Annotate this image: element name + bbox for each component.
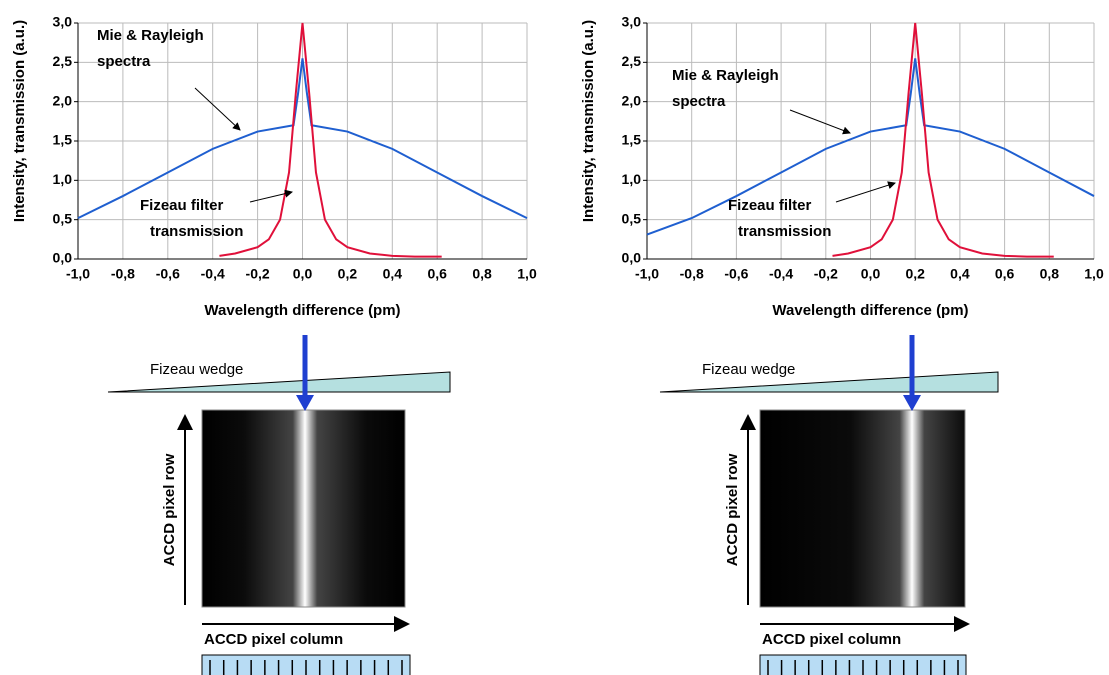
- y-tick-label: 2,0: [53, 92, 73, 108]
- annotation: Fizeau filter: [140, 197, 224, 214]
- annotation: Mie & Rayleigh: [672, 67, 779, 84]
- annotation-arrow: [249, 189, 293, 203]
- x-tick-label: -0,6: [724, 266, 748, 282]
- y-tick-label: 1,0: [53, 171, 73, 187]
- x-tick-label: 0,8: [1040, 266, 1060, 282]
- y-tick-label: 2,0: [622, 92, 642, 108]
- column-label: ACCD pixel column: [762, 631, 901, 648]
- y-tick-label: 3,0: [622, 14, 642, 30]
- x-tick-label: 0,6: [427, 266, 447, 282]
- ccd-image: [201, 409, 406, 608]
- annotation: transmission: [150, 223, 243, 240]
- annotation-arrow: [789, 109, 851, 135]
- y-tick-label: 3,0: [53, 14, 73, 30]
- x-tick-label: -0,8: [111, 266, 135, 282]
- diagram: Fizeau wedge ACCD pixel row ACCD pixel col…: [659, 335, 999, 675]
- y-tick-label: 1,0: [622, 171, 642, 187]
- wedge-label: Fizeau wedge: [702, 361, 795, 378]
- series-line: [832, 22, 1054, 258]
- beam-arrowhead: [903, 395, 921, 411]
- column-label: ACCD pixel column: [204, 631, 343, 648]
- fizeau-wedge: [107, 371, 451, 393]
- y-tick-label: 0,0: [53, 250, 73, 266]
- y-axis-label: Intensity, transmission (a.u.): [11, 20, 28, 222]
- chart: -1,0 -0,8 -0,6 -0,4 -0,2 0,0 0,2 0,4 0,6 0,8 1,0 0,…: [580, 14, 1104, 319]
- x-tick-label: -0,2: [246, 266, 270, 282]
- y-tick-label: 0,0: [622, 250, 642, 266]
- annotation: Fizeau filter: [728, 197, 812, 214]
- x-tick-label: 0,0: [861, 266, 881, 282]
- y-tick-label: 0,5: [53, 210, 73, 226]
- x-tick-label: 0,2: [338, 266, 358, 282]
- x-tick-label: -0,8: [680, 266, 704, 282]
- y-tick-label: 1,5: [622, 132, 642, 148]
- y-tick-label: 0,5: [622, 210, 642, 226]
- x-tick-label: -0,6: [156, 266, 180, 282]
- x-tick-label: 1,0: [1084, 266, 1104, 282]
- x-tick-label: 0,6: [995, 266, 1015, 282]
- annotation: spectra: [97, 53, 151, 70]
- annotation-arrow: [194, 87, 241, 131]
- row-label: ACCD pixel row: [161, 453, 178, 566]
- wedge-label: Fizeau wedge: [150, 361, 243, 378]
- x-tick-label: 0,8: [472, 266, 492, 282]
- annotation-arrow: [835, 181, 896, 203]
- diagram: Fizeau wedge ACCD pixel row ACCD pixel col…: [107, 335, 451, 675]
- x-tick-label: 0,4: [950, 266, 970, 282]
- x-tick-label: -0,2: [814, 266, 838, 282]
- row-label: ACCD pixel row: [724, 453, 741, 566]
- ccd-image: [759, 409, 966, 608]
- x-tick-label: -0,4: [769, 266, 793, 282]
- beam-arrowhead: [296, 395, 314, 411]
- series-line: [219, 22, 442, 258]
- series-line: [77, 58, 528, 219]
- x-tick-label: 0,4: [383, 266, 403, 282]
- y-tick-label: 2,5: [53, 53, 73, 69]
- x-tick-label: 1,0: [517, 266, 537, 282]
- x-axis-label: Wavelength difference (pm): [772, 302, 968, 319]
- y-tick-label: 1,5: [53, 132, 73, 148]
- annotation: Mie & Rayleigh: [97, 27, 204, 44]
- y-tick-label: 2,5: [622, 53, 642, 69]
- x-tick-label: -0,4: [201, 266, 225, 282]
- x-tick-label: 0,0: [293, 266, 313, 282]
- annotation: spectra: [672, 93, 726, 110]
- y-axis-label: Intensity, transmission (a.u.): [580, 20, 597, 222]
- x-tick-label: -1,0: [66, 266, 90, 282]
- chart: -1,0 -0,8 -0,6 -0,4 -0,2 0,0 0,2 0,4 0,6 0,8 1,0 0,…: [11, 14, 537, 319]
- x-axis-label: Wavelength difference (pm): [204, 302, 400, 319]
- series-line: [646, 58, 1095, 236]
- x-tick-label: 0,2: [905, 266, 925, 282]
- annotation: transmission: [738, 223, 831, 240]
- x-tick-label: -1,0: [635, 266, 659, 282]
